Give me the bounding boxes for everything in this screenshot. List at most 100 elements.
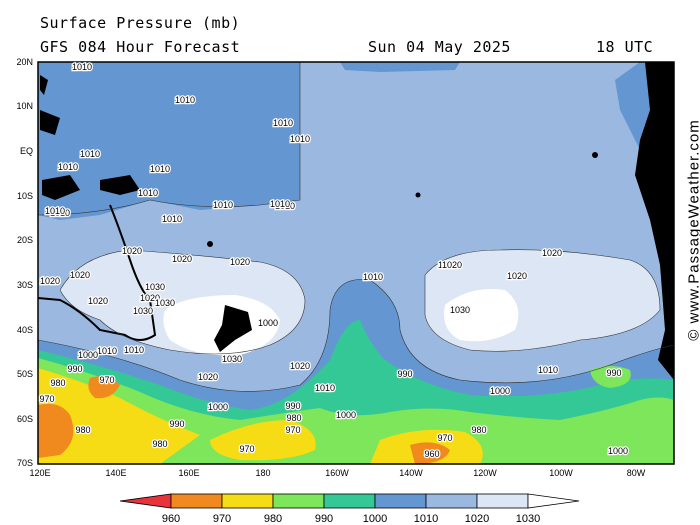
- lat-label: 10N: [16, 101, 33, 111]
- isobar-label: 1020: [122, 246, 142, 256]
- isobar-label: 980: [152, 439, 167, 449]
- isobar-label: 1010: [138, 188, 158, 198]
- isobar-label: 1020: [198, 372, 218, 382]
- isobar-label: 1020: [507, 271, 527, 281]
- isobar-label: 1010: [273, 118, 293, 128]
- isobar-label: 960: [424, 449, 439, 459]
- isobar-label: 1000: [208, 402, 228, 412]
- isobar-label: 1010: [150, 164, 170, 174]
- legend-swatch: [476, 493, 529, 509]
- pressure-fill: [38, 62, 674, 464]
- isobar-label: 990: [606, 368, 621, 378]
- legend-swatch: [221, 493, 274, 509]
- isobar-label: 1020: [542, 248, 562, 258]
- lat-label: EQ: [19, 146, 33, 156]
- forecast-subtitle: GFS 084 Hour Forecast: [40, 38, 241, 56]
- color-legend: [119, 493, 580, 509]
- legend-tick: 1020: [464, 513, 490, 525]
- isobar-label: 1010: [315, 383, 335, 393]
- isobar-label: 990: [397, 369, 412, 379]
- lat-label: 50S: [16, 369, 33, 379]
- isobar-label: 990: [67, 364, 82, 374]
- isobar-label: 1010: [538, 365, 558, 375]
- lon-label: 140E: [105, 468, 127, 478]
- isobar-label: 1020: [230, 257, 250, 267]
- coastline: [40, 62, 674, 380]
- lon-label: 120E: [29, 468, 51, 478]
- lat-label: 70S: [16, 458, 33, 468]
- lat-label: 30S: [16, 280, 33, 290]
- isobar-label: 980: [286, 413, 301, 423]
- isobar-label: 1010: [80, 149, 100, 159]
- isobar-labels: 1010101010101010101010101010101010101010…: [38, 61, 629, 461]
- lon-label: 160W: [325, 468, 349, 478]
- isobar-label: 1010: [97, 346, 117, 356]
- isobar-label: 1010: [175, 95, 195, 105]
- forecast-date: Sun 04 May 2025: [368, 38, 511, 56]
- legend-tick: 1030: [515, 513, 541, 525]
- isobar-label: 1010: [45, 206, 65, 216]
- australia-coast: [38, 204, 157, 341]
- legend-tick: 980: [263, 513, 283, 525]
- lon-label: 140W: [399, 468, 423, 478]
- isobar-label: 1010: [290, 134, 310, 144]
- lat-label: 60S: [16, 414, 33, 424]
- isobar-label: 1020: [438, 260, 458, 270]
- isobars: [38, 62, 674, 392]
- isobar-label: 1020: [70, 270, 90, 280]
- legend-tick: 1010: [413, 513, 439, 525]
- isobar-label: 980: [50, 378, 65, 388]
- isobar-label: 1010: [270, 199, 290, 209]
- isobar-label: 970: [437, 433, 452, 443]
- isobar-label: 1020: [442, 260, 462, 270]
- isobar-label: 1000: [258, 318, 278, 328]
- isobar-label: 980: [471, 425, 486, 435]
- legend-tick: 970: [212, 513, 232, 525]
- isobar-label: 1030: [145, 282, 165, 292]
- isobar-label: 970: [239, 444, 254, 454]
- isobar-label: 970: [285, 425, 300, 435]
- isobar-label: 1010: [275, 201, 295, 211]
- isobar-label: 1010: [124, 345, 144, 355]
- isobar-label: 1010: [72, 62, 92, 72]
- isobar-label: 1020: [172, 254, 192, 264]
- legend-swatch: [272, 493, 325, 509]
- lon-label: 100W: [549, 468, 573, 478]
- legend-swatch: [119, 493, 172, 509]
- legend-swatch: [323, 493, 376, 509]
- isobar-label: 1000: [608, 446, 628, 456]
- isobar-label: 1010: [363, 272, 383, 282]
- isobar-label: 1010: [50, 208, 70, 218]
- lat-label: 40S: [16, 325, 33, 335]
- legend-swatch: [170, 493, 223, 509]
- legend-tick: 1000: [362, 513, 388, 525]
- isobar-label: 970: [39, 394, 54, 404]
- isobar-label: 1020: [290, 361, 310, 371]
- isobar-label: 1010: [162, 214, 182, 224]
- lat-label: 20S: [16, 235, 33, 245]
- forecast-time: 18 UTC: [596, 38, 654, 56]
- lon-label: 80W: [626, 468, 646, 478]
- legend-swatch: [425, 493, 478, 509]
- map-frame: [37, 61, 675, 465]
- isobar-label: 1020: [40, 276, 60, 286]
- legend-tick: 990: [314, 513, 334, 525]
- isobar-label: 1030: [155, 298, 175, 308]
- isobar-label: 980: [75, 425, 90, 435]
- credit-watermark: © www.PassageWeather.com: [685, 119, 700, 341]
- isobar-label: 1010: [58, 162, 78, 172]
- lon-label: 180: [255, 468, 271, 478]
- lat-label: 20N: [16, 57, 33, 67]
- isobar-label: 1030: [222, 354, 242, 364]
- isobar-label: 1020: [140, 293, 160, 303]
- isobar-label: 1000: [336, 410, 356, 420]
- isobar-label: 1030: [450, 305, 470, 315]
- legend-swatch: [527, 493, 580, 509]
- map-title: Surface Pressure (mb): [40, 14, 241, 32]
- isobar-label: 1020: [40, 276, 60, 286]
- isobar-label: 1010: [213, 200, 233, 210]
- isobar-label: 990: [169, 419, 184, 429]
- legend-tick: 960: [161, 513, 181, 525]
- isobar-label: 1020: [88, 296, 108, 306]
